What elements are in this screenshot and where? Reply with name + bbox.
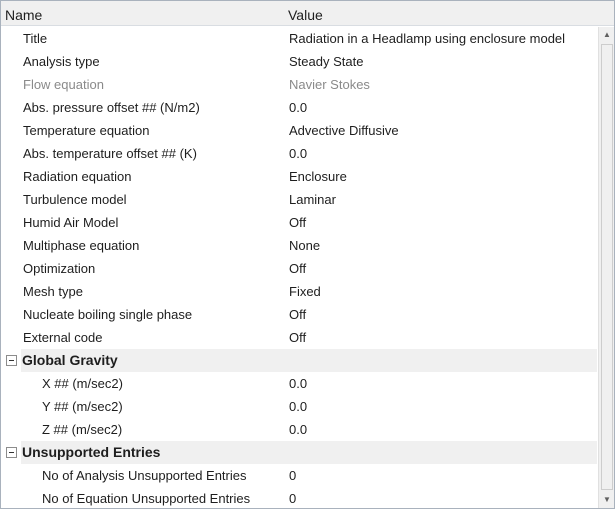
property-name: X ## (m/sec2): [42, 376, 123, 391]
property-row[interactable]: Z ## (m/sec2) 0.0: [1, 418, 597, 441]
property-name: Turbulence model: [23, 192, 127, 207]
name-column-header[interactable]: Name: [5, 7, 43, 23]
property-value[interactable]: 0: [289, 491, 297, 506]
property-name: Abs. temperature offset ## (K): [23, 146, 197, 161]
group-header[interactable]: Global Gravity: [1, 349, 597, 372]
collapse-icon[interactable]: [6, 447, 17, 458]
group-title: Unsupported Entries: [22, 444, 161, 460]
property-value[interactable]: 0: [289, 468, 297, 483]
property-name: Flow equation: [23, 77, 104, 92]
property-list: Title Radiation in a Headlamp using enclo…: [1, 27, 597, 510]
property-row[interactable]: Turbulence model Laminar: [1, 188, 597, 211]
property-value[interactable]: 0.0: [289, 100, 308, 115]
property-value[interactable]: 0.0: [289, 399, 308, 414]
property-value[interactable]: Off: [289, 330, 307, 345]
property-name: Z ## (m/sec2): [42, 422, 123, 437]
property-row[interactable]: Humid Air Model Off: [1, 211, 597, 234]
property-value[interactable]: Fixed: [289, 284, 321, 299]
property-value[interactable]: Navier Stokes: [289, 77, 370, 92]
property-row[interactable]: No of Equation Unsupported Entries 0: [1, 487, 597, 510]
property-value[interactable]: 0.0: [289, 422, 308, 437]
property-value[interactable]: Radiation in a Headlamp using enclosure …: [289, 31, 566, 46]
column-header: Name Value: [1, 1, 614, 26]
property-name: Mesh type: [23, 284, 83, 299]
property-name: Humid Air Model: [23, 215, 119, 230]
property-name: No of Equation Unsupported Entries: [42, 491, 251, 506]
property-value[interactable]: 0.0: [289, 146, 308, 161]
property-value[interactable]: Laminar: [289, 192, 336, 207]
property-row[interactable]: Y ## (m/sec2) 0.0: [1, 395, 597, 418]
property-row[interactable]: Temperature equation Advective Diffusive: [1, 119, 597, 142]
property-value[interactable]: Off: [289, 307, 307, 322]
property-name: Nucleate boiling single phase: [23, 307, 193, 322]
scroll-up-icon[interactable]: ▲: [603, 30, 611, 39]
property-value[interactable]: Off: [289, 261, 307, 276]
group-title: Global Gravity: [22, 352, 118, 368]
collapse-icon[interactable]: [6, 355, 17, 366]
property-value[interactable]: None: [289, 238, 321, 253]
property-row[interactable]: Analysis type Steady State: [1, 50, 597, 73]
property-row[interactable]: External code Off: [1, 326, 597, 349]
property-name: Radiation equation: [23, 169, 132, 184]
property-name: Temperature equation: [23, 123, 150, 138]
property-name: Title: [23, 31, 48, 46]
property-value[interactable]: Enclosure: [289, 169, 347, 184]
property-row[interactable]: Multiphase equation None: [1, 234, 597, 257]
property-value[interactable]: Steady State: [289, 54, 364, 69]
group-background: [21, 349, 597, 372]
scrollbar-thumb[interactable]: [601, 44, 613, 490]
property-name: Abs. pressure offset ## (N/m2): [23, 100, 200, 115]
property-row[interactable]: Title Radiation in a Headlamp using enclo…: [1, 27, 597, 50]
property-name: Analysis type: [23, 54, 100, 69]
property-row[interactable]: Mesh type Fixed: [1, 280, 597, 303]
property-name: External code: [23, 330, 103, 345]
scroll-down-icon[interactable]: ▼: [603, 495, 611, 504]
property-row[interactable]: No of Analysis Unsupported Entries 0: [1, 464, 597, 487]
property-row[interactable]: Radiation equation Enclosure: [1, 165, 597, 188]
value-column-header[interactable]: Value: [288, 7, 323, 23]
property-row[interactable]: Abs. temperature offset ## (K) 0.0: [1, 142, 597, 165]
property-row[interactable]: Nucleate boiling single phase Off: [1, 303, 597, 326]
property-row[interactable]: Optimization Off: [1, 257, 597, 280]
group-background: [21, 441, 597, 464]
property-row[interactable]: X ## (m/sec2) 0.0: [1, 372, 597, 395]
property-value[interactable]: Advective Diffusive: [289, 123, 399, 138]
property-value[interactable]: Off: [289, 215, 307, 230]
property-value[interactable]: 0.0: [289, 376, 308, 391]
property-name: Optimization: [23, 261, 96, 276]
property-row[interactable]: Abs. pressure offset ## (N/m2) 0.0: [1, 96, 597, 119]
vertical-scrollbar[interactable]: ▲ ▼: [598, 27, 614, 508]
group-header[interactable]: Unsupported Entries: [1, 441, 597, 464]
property-name: Multiphase equation: [23, 238, 140, 253]
property-row[interactable]: Flow equation Navier Stokes: [1, 73, 597, 96]
property-name: No of Analysis Unsupported Entries: [42, 468, 247, 483]
property-name: Y ## (m/sec2): [42, 399, 123, 414]
